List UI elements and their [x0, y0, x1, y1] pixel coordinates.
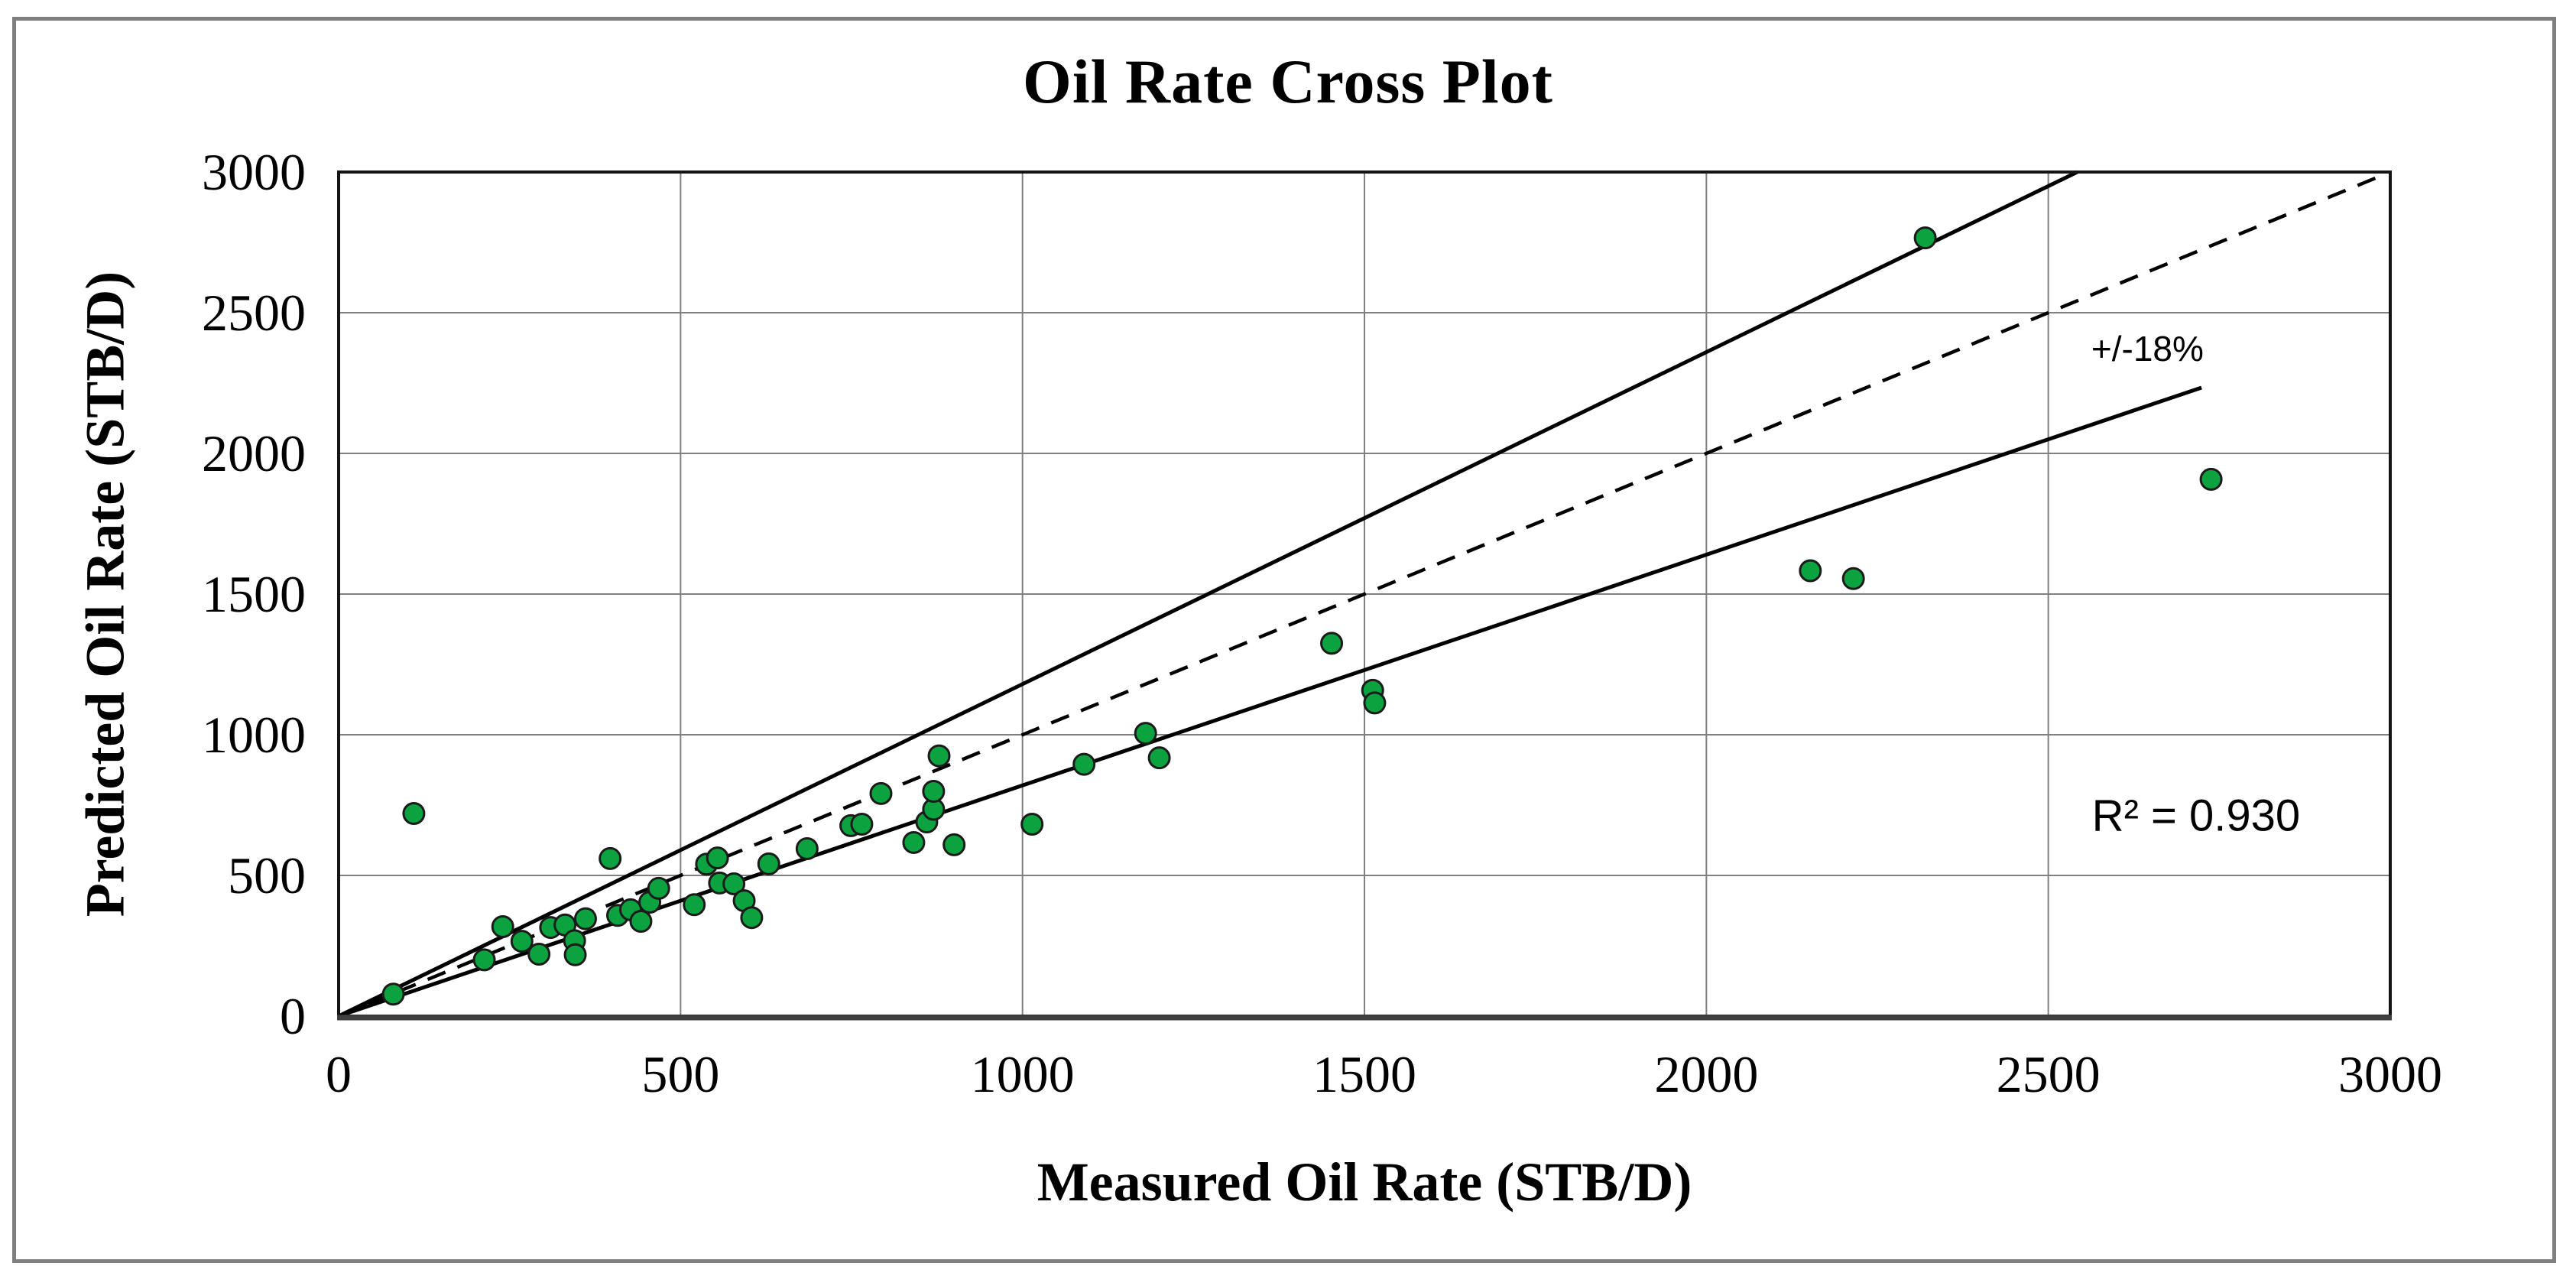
- data-point: [563, 943, 587, 966]
- x-tick-label: 0: [326, 1045, 352, 1103]
- data-point: [740, 906, 764, 930]
- scatter-points: [381, 226, 2223, 1006]
- chart-title: Oil Rate Cross Plot: [1023, 47, 1553, 116]
- data-point: [510, 930, 534, 953]
- data-point: [472, 948, 496, 972]
- data-point: [527, 943, 551, 966]
- data-point: [1072, 752, 1096, 776]
- x-tick-label: 1500: [1312, 1045, 1416, 1103]
- band-label: +/-18%: [2091, 329, 2204, 369]
- x-tick-label: 500: [641, 1045, 720, 1103]
- x-tick-label: 3000: [2338, 1045, 2442, 1103]
- data-point: [683, 893, 706, 917]
- data-point: [795, 837, 819, 861]
- y-tick-label: 0: [280, 987, 306, 1045]
- data-point: [1147, 746, 1171, 770]
- data-point: [381, 982, 405, 1006]
- plus-18pct-line: [337, 170, 2078, 1018]
- data-point: [629, 909, 653, 933]
- y-tick-label: 2500: [202, 284, 306, 342]
- data-point: [722, 872, 746, 896]
- data-point: [1913, 226, 1937, 250]
- data-point: [1799, 559, 1822, 583]
- x-axis-title: Measured Oil Rate (STB/D): [1037, 1151, 1692, 1213]
- y-tick-label: 1000: [202, 706, 306, 764]
- data-point: [902, 830, 926, 854]
- y-tick-label: 3000: [202, 143, 306, 201]
- x-tick-label: 1000: [970, 1045, 1075, 1103]
- data-point: [1320, 632, 1344, 655]
- data-point: [2199, 467, 2223, 491]
- y-tick-label: 1500: [202, 565, 306, 623]
- data-point: [402, 802, 426, 826]
- y-tick-label: 2000: [202, 424, 306, 482]
- data-point: [1363, 691, 1387, 715]
- r-squared-label: R² = 0.930: [2091, 791, 2301, 841]
- data-point: [706, 846, 729, 870]
- data-point: [647, 876, 670, 900]
- data-point: [599, 846, 622, 870]
- data-point: [491, 914, 514, 938]
- data-point: [757, 852, 780, 875]
- data-point: [850, 813, 874, 836]
- chart-outer-frame: [12, 17, 2556, 1263]
- data-point: [869, 781, 893, 805]
- x-tick-label: 2500: [1996, 1045, 2101, 1103]
- data-point: [942, 833, 966, 856]
- data-point: [1020, 813, 1044, 836]
- data-point: [1841, 567, 1865, 590]
- data-point: [922, 779, 946, 803]
- x-tick-label: 2000: [1654, 1045, 1759, 1103]
- plot-border: [337, 170, 2392, 1021]
- unity-line: [338, 172, 2386, 1018]
- y-tick-label: 500: [228, 846, 306, 904]
- data-point: [1134, 722, 1157, 745]
- data-point: [927, 744, 951, 768]
- data-point: [573, 907, 597, 930]
